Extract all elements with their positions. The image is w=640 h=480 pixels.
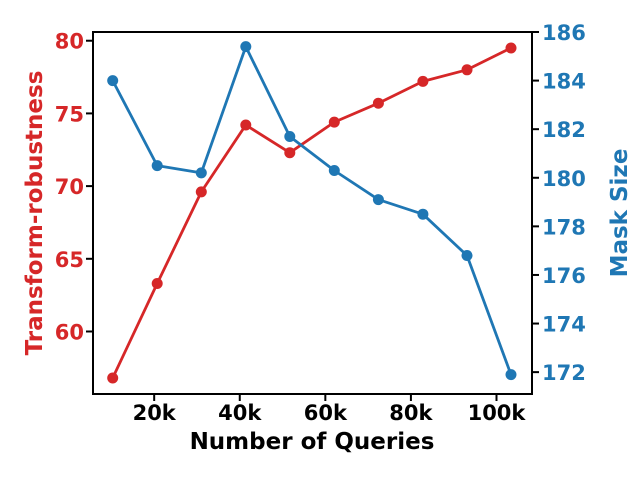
right-y-axis: 172 174 176 178 180 182 184 186 (533, 21, 586, 385)
right-y-tick-label: 174 (542, 313, 586, 337)
series-layer (107, 41, 517, 384)
data-point-marker (461, 250, 473, 261)
data-point-marker (151, 160, 163, 172)
data-point-marker (195, 167, 207, 179)
left-y-axis-label: Transform-robustness (22, 71, 48, 356)
data-point-marker (372, 194, 384, 206)
right-y-tick-label: 186 (542, 21, 586, 45)
right-y-tick-label: 176 (542, 264, 586, 288)
x-axis: 20k 40k 60k 80k 100k (133, 395, 527, 425)
data-point-marker (151, 278, 163, 289)
data-point-marker (240, 119, 252, 131)
data-point-marker (107, 372, 119, 384)
data-point-marker (417, 208, 429, 220)
series-transform-robustness (107, 42, 517, 384)
right-y-tick-label: 172 (542, 361, 586, 385)
data-point-marker (107, 75, 119, 87)
data-point-marker (461, 64, 473, 76)
right-y-tick-label: 178 (542, 215, 586, 239)
right-y-tick-label: 182 (542, 118, 586, 142)
data-point-marker (328, 116, 340, 128)
left-y-tick-label: 65 (55, 248, 84, 272)
series-mask-size (107, 41, 517, 381)
left-y-tick-label: 75 (55, 102, 84, 126)
data-point-marker (240, 41, 252, 53)
data-point-marker (284, 131, 296, 142)
data-point-marker (505, 369, 517, 381)
series-line (111, 46, 513, 380)
left-y-tick-label: 70 (55, 175, 84, 199)
x-axis-label: Number of Queries (190, 429, 435, 455)
x-tick-label: 60k (304, 401, 348, 425)
x-tick-label: 40k (218, 401, 262, 425)
data-point-marker (505, 42, 517, 54)
right-y-tick-label: 180 (542, 167, 586, 191)
left-y-tick-label: 60 (55, 320, 84, 344)
right-y-tick-label: 184 (542, 70, 586, 94)
x-tick-label: 100k (468, 401, 527, 425)
x-tick-label: 80k (389, 401, 433, 425)
data-point-marker (328, 165, 340, 176)
left-y-axis: 60 65 70 75 80 (55, 30, 92, 344)
plot-frame (92, 31, 533, 395)
data-point-marker (195, 186, 207, 198)
right-y-axis-label: Mask Size (607, 149, 633, 278)
x-tick-label: 20k (133, 401, 177, 425)
series-line (111, 45, 513, 377)
data-point-marker (417, 75, 429, 87)
data-point-marker (284, 147, 296, 159)
data-point-marker (372, 97, 384, 109)
left-y-tick-label: 80 (55, 30, 84, 54)
